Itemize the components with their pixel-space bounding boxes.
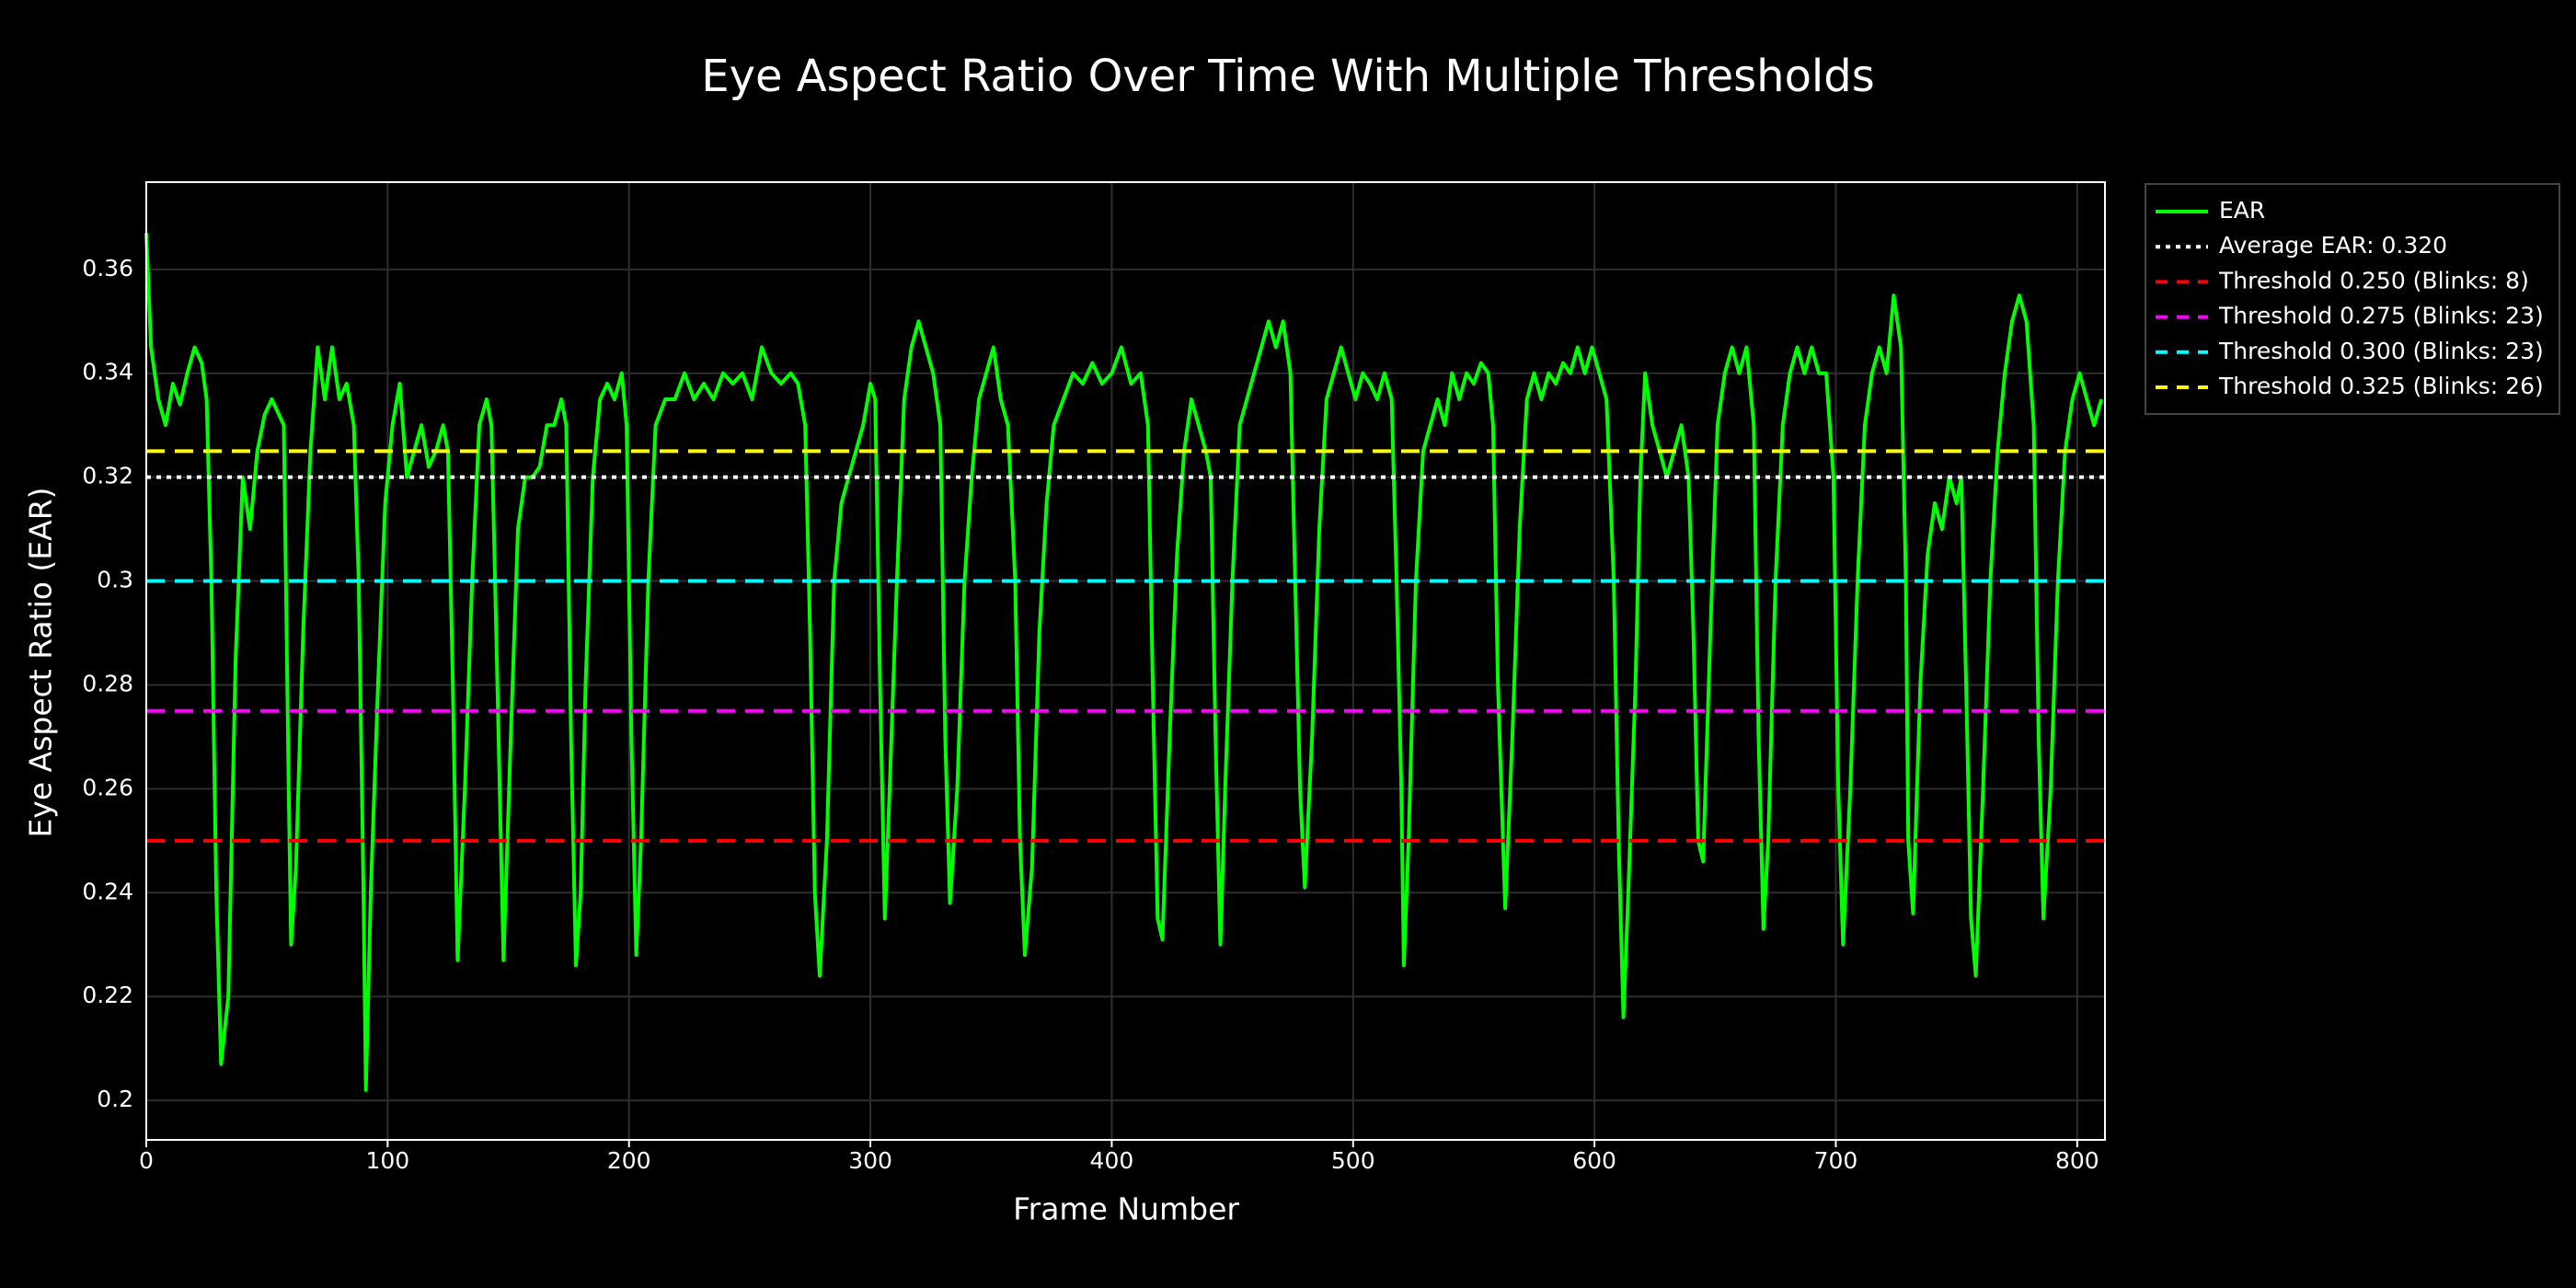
legend-label: Threshold 0.250 (Blinks: 8) bbox=[2218, 267, 2529, 293]
y-tick-label: 0.32 bbox=[82, 463, 133, 489]
y-tick-label: 0.22 bbox=[82, 982, 133, 1008]
x-tick-label: 0 bbox=[139, 1147, 154, 1174]
x-tick-label: 500 bbox=[1331, 1147, 1375, 1174]
x-tick-label: 100 bbox=[365, 1147, 409, 1174]
y-tick-label: 0.28 bbox=[82, 670, 133, 696]
legend-box bbox=[2145, 183, 2560, 415]
chart-title: Eye Aspect Ratio Over Time With Multiple… bbox=[701, 51, 1875, 102]
y-axis-title: Eye Aspect Ratio (EAR) bbox=[23, 487, 59, 837]
plot-border bbox=[145, 181, 2106, 1141]
legend-label: Threshold 0.275 (Blinks: 23) bbox=[2218, 303, 2544, 329]
y-tick-label: 0.26 bbox=[82, 774, 133, 800]
legend-label: EAR bbox=[2219, 197, 2265, 224]
x-tick-label: 300 bbox=[848, 1147, 892, 1174]
x-tick-label: 600 bbox=[1572, 1147, 1616, 1174]
x-axis-title: Frame Number bbox=[1013, 1191, 1239, 1227]
legend-label: Average EAR: 0.320 bbox=[2219, 232, 2447, 259]
legend-label: Threshold 0.325 (Blinks: 26) bbox=[2218, 373, 2544, 399]
y-tick-label: 0.3 bbox=[97, 567, 133, 593]
legend-label: Threshold 0.300 (Blinks: 23) bbox=[2218, 338, 2544, 364]
x-tick-label: 200 bbox=[607, 1147, 651, 1174]
y-tick-label: 0.36 bbox=[82, 255, 133, 282]
x-tick-label: 800 bbox=[2055, 1147, 2099, 1174]
x-tick-label: 700 bbox=[1814, 1147, 1858, 1174]
y-tick-label: 0.24 bbox=[82, 878, 133, 904]
x-tick-label: 400 bbox=[1090, 1147, 1134, 1174]
y-tick-label: 0.2 bbox=[97, 1086, 133, 1112]
y-tick-label: 0.34 bbox=[82, 359, 133, 385]
